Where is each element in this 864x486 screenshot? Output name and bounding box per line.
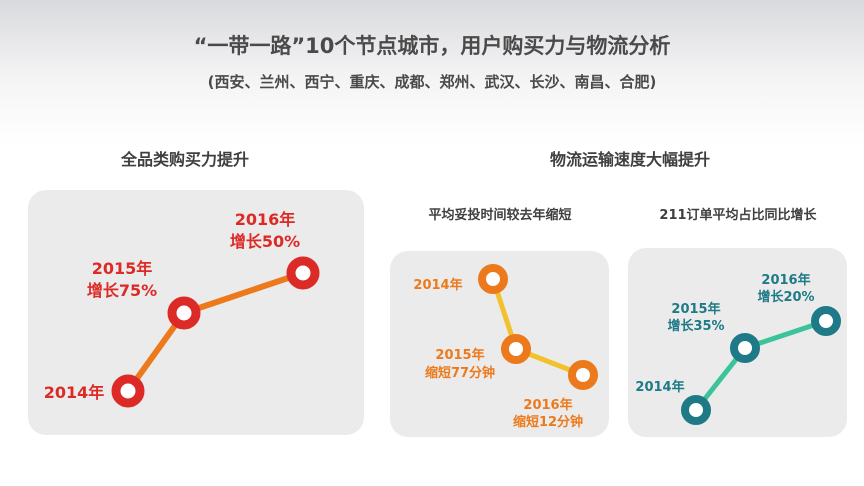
order-share-point-2015 [730, 333, 760, 363]
purchase-power-year-2015: 2015年 [92, 259, 153, 278]
delivery-time-label-2016: 缩短12分钟 [513, 414, 583, 430]
purchase-power-label-2016: 增长50% [230, 232, 300, 251]
delivery-time-chart-title: 平均妥投时间较去年缩短 [428, 208, 572, 223]
order-share-point-2016 [811, 306, 841, 336]
delivery-time-point-2014 [478, 264, 508, 294]
page-title: “一带一路”10个节点城市，用户购买力与物流分析 [193, 34, 671, 58]
order-share-year-2015: 2015年 [671, 301, 720, 317]
purchase-power-point-2014 [111, 374, 145, 408]
order-share-year-2014: 2014年 [635, 379, 684, 395]
delivery-time-year-2016: 2016年 [523, 397, 572, 413]
purchase-power-label-2015: 增长75% [87, 281, 157, 300]
purchase-power-point-2015 [167, 296, 201, 330]
delivery-time-point-2015 [501, 334, 531, 364]
left-section-title: 全品类购买力提升 [120, 150, 249, 169]
order-share-point-2014 [681, 395, 711, 425]
delivery-time-year-2014: 2014年 [413, 277, 462, 293]
purchase-power-chart: 2014年 2015年 增长75% 2016年 增长50% [44, 210, 320, 408]
delivery-time-point-2016 [568, 360, 598, 390]
order-share-label-2016: 增长20% [757, 289, 814, 305]
delivery-time-chart: 2014年 2015年 缩短77分钟 2016年 缩短12分钟 [413, 264, 598, 430]
page-subtitle: (西安、兰州、西宁、重庆、成都、郑州、武汉、长沙、南昌、合肥) [207, 73, 657, 91]
order-share-chart-title: 211订单平均占比同比增长 [659, 208, 817, 223]
delivery-time-label-2015: 缩短77分钟 [425, 365, 495, 381]
order-share-year-2016: 2016年 [761, 272, 810, 288]
right-section-title: 物流运输速度大幅提升 [549, 150, 710, 169]
order-share-label-2015: 增长35% [667, 318, 724, 334]
order-share-line [693, 318, 829, 413]
purchase-power-year-2014: 2014年 [44, 383, 105, 402]
order-share-chart: 2014年 2015年 增长35% 2016年 增长20% [635, 272, 841, 425]
delivery-time-year-2015: 2015年 [435, 347, 484, 363]
purchase-power-point-2016 [286, 256, 320, 290]
purchase-power-year-2016: 2016年 [235, 210, 296, 229]
